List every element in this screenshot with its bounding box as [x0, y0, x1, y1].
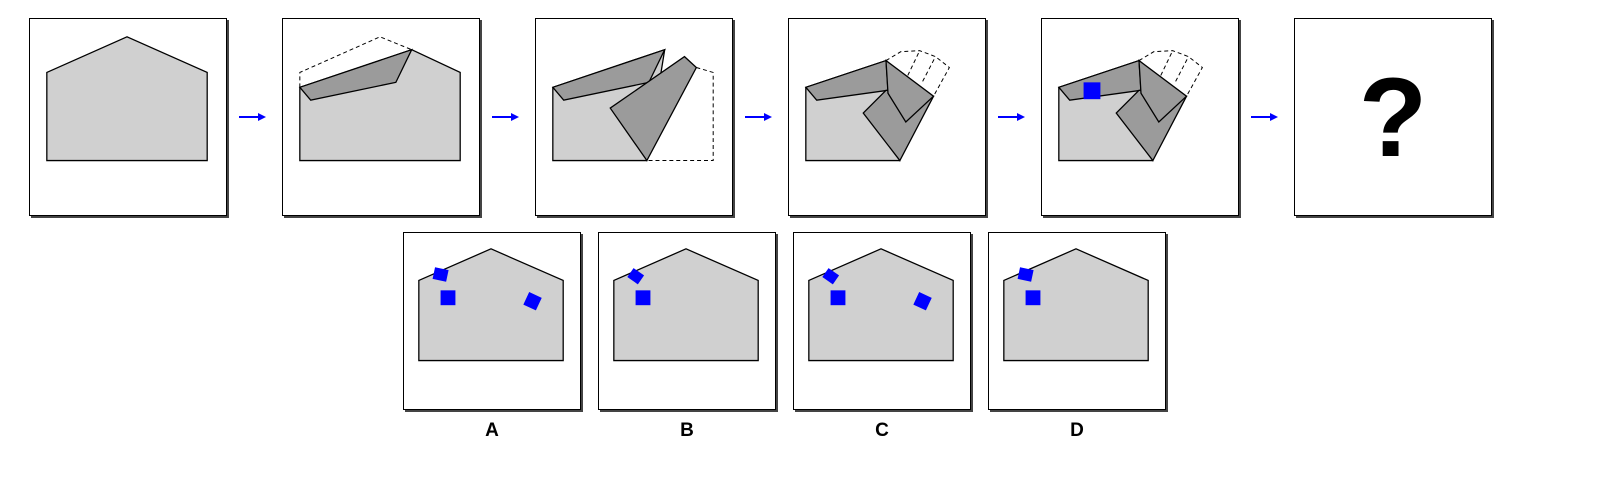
step-1-panel — [29, 18, 227, 216]
step-3-panel — [535, 18, 733, 216]
hole — [523, 292, 542, 311]
step-5-panel — [1041, 18, 1239, 216]
arrow-icon — [239, 113, 266, 121]
paper-shape — [613, 248, 759, 362]
arrow-icon — [1251, 113, 1278, 121]
paper-shape — [46, 36, 208, 162]
right-fold-flap — [609, 55, 698, 162]
original-outline-dashed — [885, 50, 951, 97]
fold-2-figure — [551, 48, 714, 162]
tip-fold-flap — [1138, 59, 1188, 123]
hole — [440, 290, 456, 306]
arrow-icon — [998, 113, 1025, 121]
option-a-figure — [418, 248, 564, 362]
arrow-icon — [745, 113, 772, 121]
option-b-label[interactable]: B — [680, 420, 694, 441]
original-outline-dashed — [646, 67, 714, 162]
fold-3-figure — [804, 50, 951, 162]
option-b-panel[interactable] — [598, 232, 776, 410]
hole — [432, 267, 449, 282]
hole — [913, 292, 932, 311]
hole — [635, 290, 651, 306]
hole — [822, 268, 840, 285]
option-c-label[interactable]: C — [875, 420, 889, 441]
fold-flap — [298, 48, 413, 101]
question-mark: ? — [1358, 54, 1428, 180]
question-panel: ? — [1294, 18, 1492, 216]
paper-shape — [1003, 248, 1149, 362]
tip-fold-flap — [885, 59, 935, 123]
paper-shape — [418, 248, 564, 362]
original-outline-dashed — [1138, 50, 1204, 97]
option-a-label[interactable]: A — [485, 420, 499, 441]
original-outline-dashed — [299, 36, 412, 88]
option-a-panel[interactable] — [403, 232, 581, 410]
option-b-figure — [613, 248, 759, 362]
unfolded-paper-figure — [46, 36, 208, 162]
option-c-panel[interactable] — [793, 232, 971, 410]
paper-shape — [808, 248, 954, 362]
fold-1-figure — [298, 36, 461, 162]
hole — [1025, 290, 1041, 306]
step-4-panel — [788, 18, 986, 216]
punched-hole — [1083, 82, 1101, 100]
arrow-icon — [492, 113, 519, 121]
option-d-figure — [1003, 248, 1149, 362]
option-c-figure — [808, 248, 954, 362]
option-d-panel[interactable] — [988, 232, 1166, 410]
option-d-label[interactable]: D — [1070, 420, 1084, 441]
punch-figure — [1057, 50, 1204, 162]
hole — [1017, 267, 1034, 282]
step-2-panel — [282, 18, 480, 216]
hole — [830, 290, 846, 306]
hole — [627, 268, 645, 285]
